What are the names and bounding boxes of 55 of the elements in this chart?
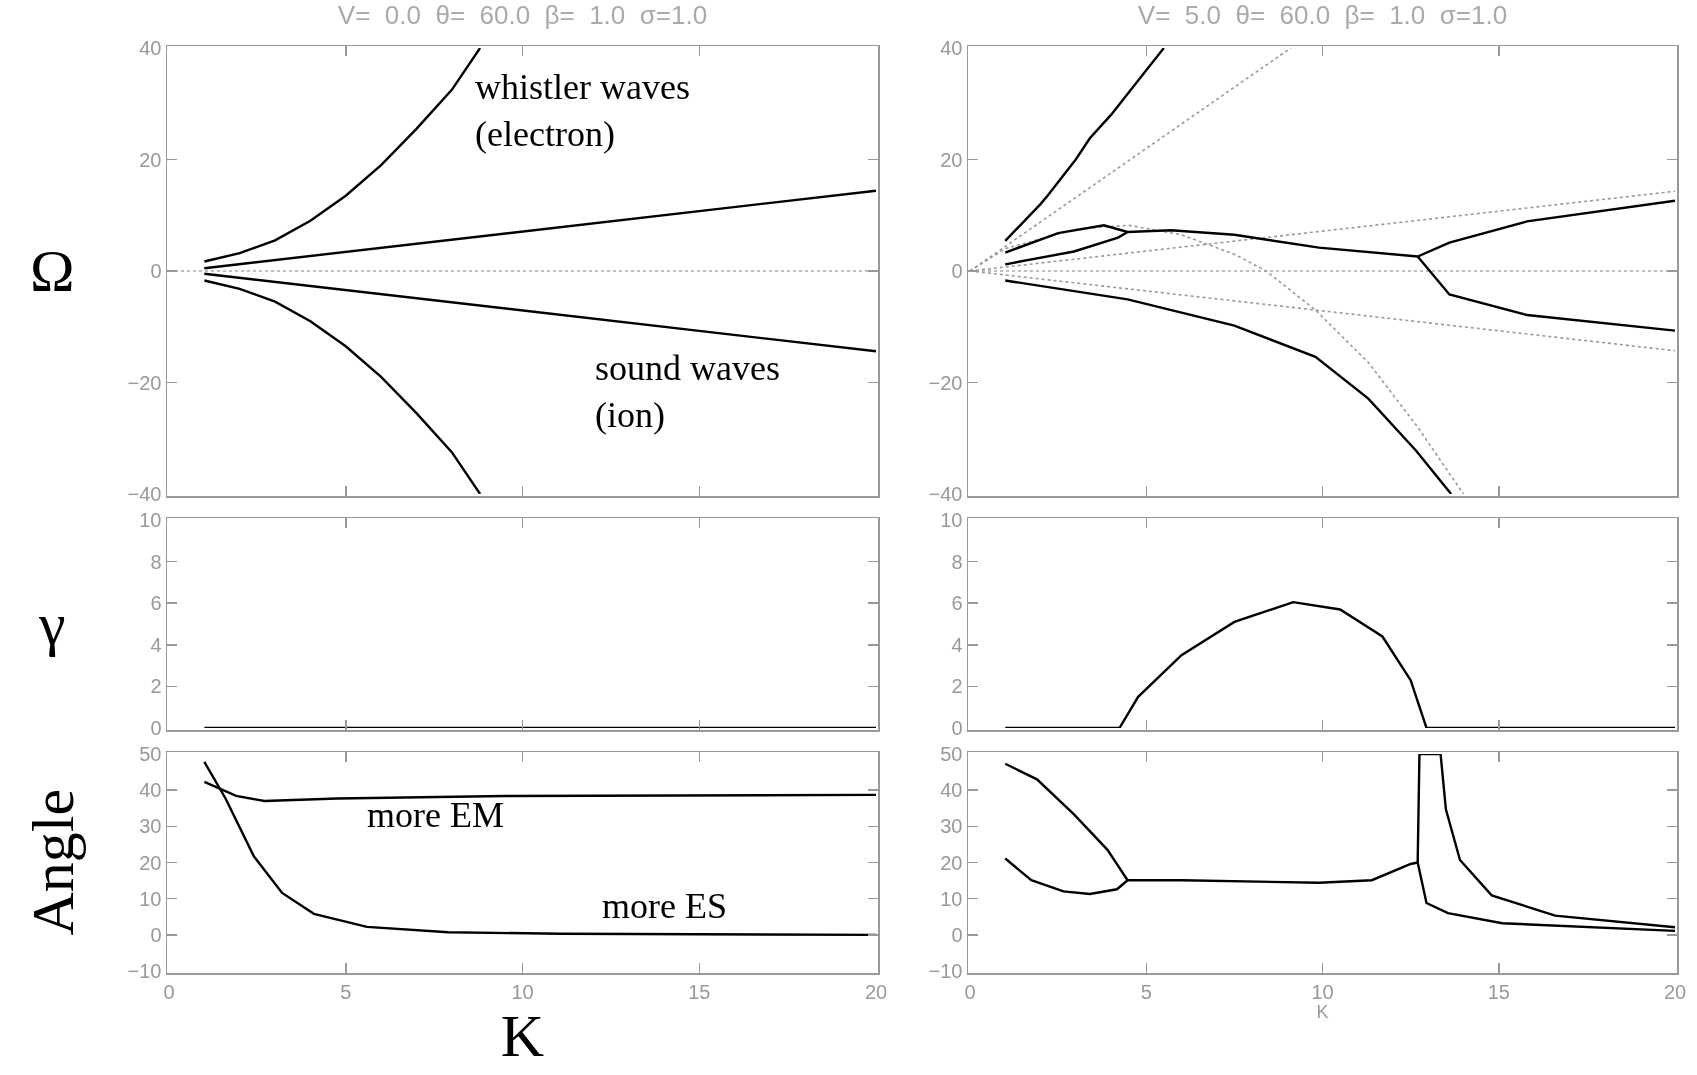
y-tick-label: 0 (951, 717, 963, 739)
y-tick-label: 50 (139, 743, 162, 765)
y-tick-label: −10 (928, 960, 963, 982)
y-tick-label: 6 (150, 592, 162, 615)
x-tick-label: 5 (340, 980, 352, 1003)
annotation: whistler waves (electron) (475, 67, 690, 154)
y-tick-label: 10 (940, 509, 963, 531)
y-tick-label: 2 (150, 675, 162, 698)
y-tick-label: 40 (940, 37, 963, 59)
x-tick-label: 20 (1663, 980, 1687, 1003)
y-tick-label: −40 (928, 483, 963, 505)
x-axis-title: K (500, 1002, 545, 1069)
y-tick-label: −20 (928, 371, 963, 394)
y-tick-label: 0 (150, 260, 162, 282)
y-tick-label: 10 (940, 887, 963, 910)
y-axis-title: Ω (30, 238, 75, 304)
y-tick-label: 30 (940, 815, 963, 838)
annotation: more EM (367, 795, 504, 835)
annotation: sound waves (ion) (595, 348, 780, 435)
y-tick-label: 20 (940, 851, 963, 874)
y-tick-label: 4 (951, 633, 963, 656)
x-axis-title: K (1316, 1002, 1329, 1023)
y-tick-label: 0 (951, 923, 963, 946)
y-tick-label: 40 (139, 779, 162, 802)
y-tick-label: −20 (127, 371, 162, 394)
y-axis-title: γ (38, 591, 66, 657)
y-tick-label: 8 (150, 550, 162, 573)
chart-title: V= 5.0 θ= 60.0 β= 1.0 σ=1.0 (1137, 0, 1508, 31)
x-tick-label: 10 (511, 980, 534, 1003)
y-tick-label: −40 (127, 483, 162, 505)
y-tick-label: 30 (139, 815, 162, 838)
annotation: more ES (602, 886, 727, 926)
y-tick-label: 0 (951, 260, 963, 282)
y-tick-label: 2 (951, 675, 963, 698)
y-tick-label: 50 (940, 743, 963, 765)
x-tick-label: 10 (1311, 980, 1334, 1003)
y-axis-title: Angle (19, 788, 86, 936)
y-tick-label: 4 (150, 633, 162, 656)
y-tick-label: 10 (139, 887, 162, 910)
y-tick-label: 20 (139, 851, 162, 874)
y-tick-label: 6 (951, 592, 963, 615)
y-tick-label: 20 (139, 148, 162, 171)
y-tick-label: −10 (127, 960, 162, 982)
y-tick-label: 40 (940, 779, 963, 802)
chart-title: V= 0.0 θ= 60.0 β= 1.0 σ=1.0 (337, 0, 708, 31)
x-tick-label: 15 (688, 980, 711, 1003)
y-tick-label: 0 (150, 717, 162, 739)
y-tick-label: 40 (139, 37, 162, 59)
y-tick-label: 0 (150, 923, 162, 946)
x-tick-label: 5 (1140, 980, 1152, 1003)
y-tick-label: 20 (940, 148, 963, 171)
x-tick-label: 15 (1487, 980, 1510, 1003)
x-tick-label: 20 (864, 980, 888, 1003)
y-tick-label: 10 (139, 509, 162, 531)
y-tick-label: 8 (951, 550, 963, 573)
